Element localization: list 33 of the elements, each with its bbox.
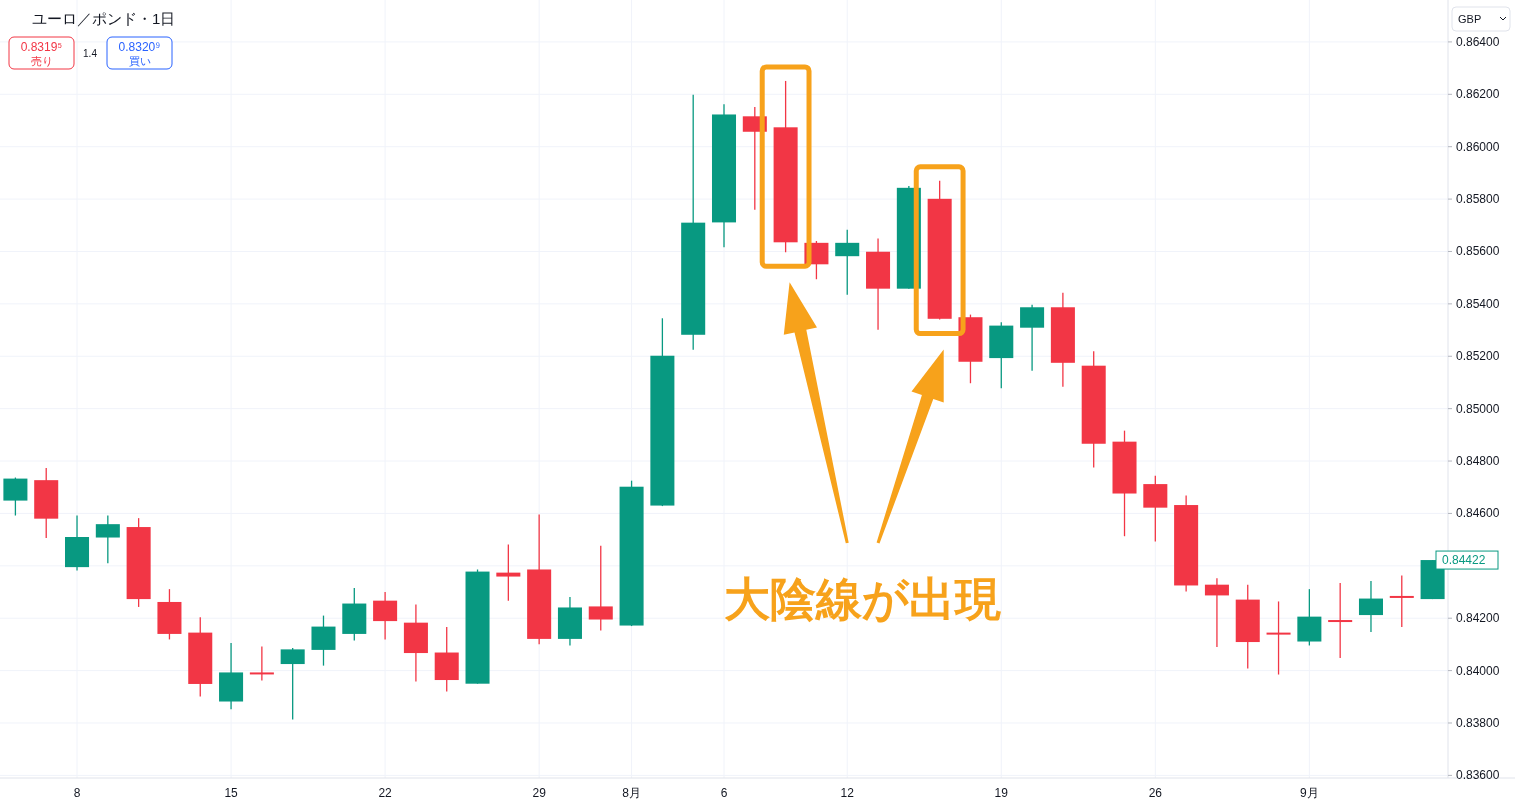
x-tick-label: 19 [994, 786, 1009, 800]
x-tick-label: 29 [532, 786, 547, 800]
y-tick-label: 0.84800 [1456, 454, 1500, 469]
x-tick-label: 6 [720, 786, 728, 800]
annotation: 売り [30, 55, 53, 67]
x-tick-label: 12 [840, 786, 855, 800]
y-tick-label: 0.85800 [1456, 192, 1500, 207]
y-tick-label: 0.83600 [1456, 768, 1500, 783]
y-tick-label: 0.84200 [1456, 611, 1500, 626]
text: ユーロ／ポンド・1日 [32, 10, 176, 27]
annotation: 買い [128, 55, 151, 67]
y-tick-label: 0.86200 [1456, 87, 1500, 102]
x-tick-label: 8月 [622, 786, 641, 800]
y-tick-label: 0.85000 [1456, 401, 1500, 416]
annotation: 0.8319⁵ [20, 40, 63, 54]
y-tick-label: 0.83800 [1456, 715, 1500, 730]
y-tick-label: 0.85200 [1456, 349, 1500, 364]
annotation: 大陰線が出現 [724, 573, 1002, 625]
y-tick-label: 0.86000 [1456, 139, 1500, 154]
x-tick-label: 8 [73, 786, 81, 800]
x-tick-label: 22 [378, 786, 393, 800]
y-tick-label: 0.85400 [1456, 296, 1500, 311]
y-tick-label: 0.84600 [1456, 506, 1500, 521]
y-tick-label: 0.84000 [1456, 663, 1500, 678]
annotation: 0.8320⁹ [118, 40, 161, 54]
x-tick-label: 26 [1148, 786, 1163, 800]
x-tick-label: 15 [224, 786, 239, 800]
annotation: 0.84422 [1442, 553, 1486, 568]
y-tick-label: 0.86400 [1456, 34, 1500, 49]
y-axis-title: GBP [1458, 13, 1482, 25]
y-tick-label: 0.85600 [1456, 244, 1500, 259]
x-tick-label: 9月 [1300, 786, 1319, 800]
annotation: 1.4 [83, 48, 98, 59]
